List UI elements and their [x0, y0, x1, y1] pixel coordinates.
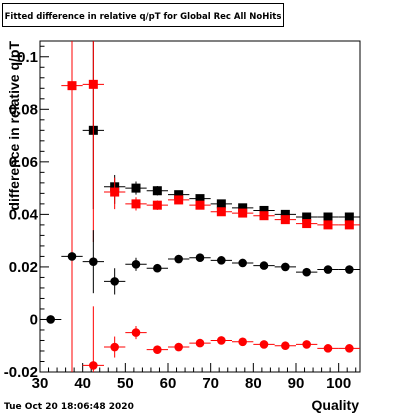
data-point-square [67, 81, 77, 91]
data-point-circle [131, 259, 141, 269]
y-tick-label: 0 [30, 311, 38, 328]
data-point-circle [345, 344, 354, 353]
x-tick-label: 80 [245, 375, 262, 392]
data-point-square [216, 207, 226, 217]
data-point-square [323, 212, 333, 222]
data-point-circle [174, 342, 183, 352]
y-axis-title: difference in relative q/pT [6, 41, 22, 211]
y-tick-label: 0.08 [9, 101, 38, 118]
data-point-circle [259, 340, 269, 349]
data-point-circle [195, 338, 205, 348]
x-tick-label: 60 [160, 375, 177, 392]
data-point-circle [259, 261, 269, 270]
y-tick-label: 0.04 [9, 206, 39, 223]
data-point-square [88, 79, 98, 89]
x-tick-label: 40 [74, 375, 91, 392]
x-tick-label: 70 [202, 375, 219, 392]
data-point-square [174, 195, 184, 205]
data-series [61, 41, 360, 372]
data-point-square [238, 208, 248, 218]
data-point-square [131, 199, 141, 209]
data-point-circle [281, 262, 290, 272]
data-point-circle [174, 254, 183, 264]
x-axis: 30 40 50 60 70 80 90 100 [32, 363, 357, 392]
x-tick-label: 100 [326, 375, 351, 392]
data-layer [40, 41, 360, 372]
data-point-circle [46, 315, 55, 324]
y-tick-label: -0.02 [4, 364, 38, 381]
data-point-square [216, 199, 226, 209]
data-point-circle [323, 265, 333, 274]
data-point-square [174, 190, 184, 200]
y-tick-label: 0.1 [17, 49, 38, 66]
data-series [82, 306, 360, 372]
plot-frame [39, 40, 361, 373]
data-point-circle [131, 328, 141, 337]
data-point-square [131, 183, 141, 193]
data-point-square [110, 187, 120, 197]
y-axis: -0.02 0 0.02 0.04 0.06 0.08 0.1 [4, 45, 49, 381]
y-tick-label: 0.06 [9, 154, 38, 171]
x-tick-label: 50 [117, 375, 134, 392]
data-series [82, 41, 360, 222]
data-point-circle [217, 256, 226, 265]
data-series [40, 230, 360, 324]
data-point-square [323, 220, 333, 230]
data-point-square [195, 194, 205, 204]
data-point-square [302, 212, 312, 222]
data-point-circle [89, 361, 98, 370]
x-tick-label: 30 [32, 375, 49, 392]
data-point-circle [323, 344, 333, 353]
data-point-square [195, 200, 205, 210]
data-point-circle [345, 265, 354, 274]
data-point-square [302, 219, 312, 229]
data-point-square [344, 220, 354, 230]
data-point-circle [302, 267, 311, 277]
data-point-circle [67, 252, 77, 261]
data-point-circle [238, 337, 247, 347]
data-point-circle [110, 277, 119, 286]
data-point-circle [153, 345, 162, 354]
data-point-square [280, 215, 290, 225]
data-point-circle [281, 341, 290, 351]
data-point-square [344, 212, 354, 222]
timestamp: Tue Oct 20 18:06:48 2020 [4, 402, 134, 412]
data-point-square [259, 205, 269, 215]
title-box: Fitted difference in relative q/pT for G… [2, 3, 284, 27]
data-point-square [152, 186, 162, 196]
data-point-circle [195, 253, 205, 263]
x-axis-title: Quality [312, 397, 360, 413]
y-tick-label: 0.02 [9, 259, 38, 276]
data-point-square [152, 200, 162, 210]
data-point-circle [217, 336, 226, 345]
chart-title: Fitted difference in relative q/pT for G… [5, 12, 282, 22]
data-point-square [238, 203, 248, 213]
data-point-square [259, 211, 269, 221]
data-point-circle [110, 342, 119, 352]
data-point-circle [302, 340, 311, 349]
data-point-circle [89, 257, 98, 266]
data-point-circle [153, 263, 162, 273]
data-point-square [280, 209, 290, 219]
title-frame [2, 3, 284, 27]
x-tick-label: 90 [288, 375, 305, 392]
data-point-circle [238, 258, 247, 268]
